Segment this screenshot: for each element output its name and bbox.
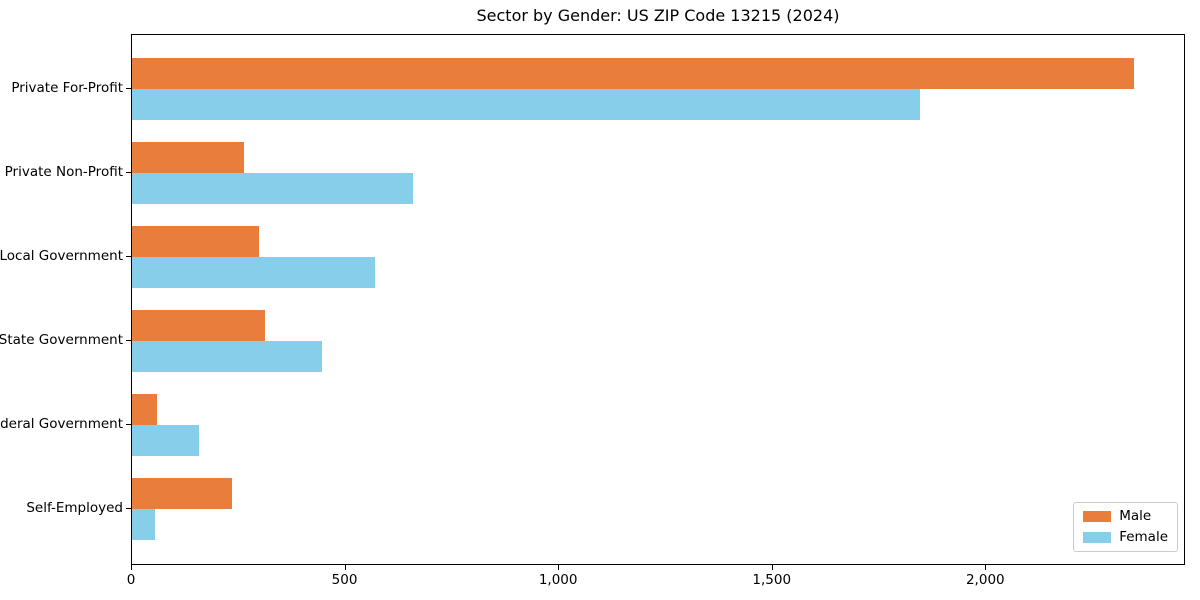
x-tick-label: 500	[331, 572, 358, 588]
y-tick-mark	[126, 88, 131, 90]
bar-male-private-for-profit	[132, 58, 1134, 89]
bar-male-private-non-profit	[132, 142, 244, 173]
x-tick-label: 1,500	[752, 572, 792, 588]
y-axis-label-local-government: Local Government	[0, 248, 123, 264]
plot-area: Male Female	[131, 34, 1185, 565]
legend-item-female: Female	[1083, 530, 1168, 545]
bar-female-state-government	[132, 341, 322, 372]
bar-female-federal-government	[132, 425, 200, 456]
chart-title: Sector by Gender: US ZIP Code 13215 (202…	[476, 6, 840, 25]
y-axis-label-state-government: State Government	[0, 332, 123, 348]
y-tick-mark	[126, 508, 131, 510]
y-tick-mark	[126, 256, 131, 258]
bar-male-federal-government	[132, 394, 158, 425]
legend-item-male: Male	[1083, 509, 1168, 524]
legend-label-female: Female	[1119, 529, 1168, 545]
bar-male-state-government	[132, 310, 266, 341]
y-axis-label-private-non-profit: Private Non-Profit	[4, 164, 123, 180]
bar-male-self-employed	[132, 478, 233, 509]
x-tick-mark	[771, 565, 773, 570]
bar-male-local-government	[132, 226, 260, 257]
bar-female-local-government	[132, 257, 375, 288]
bar-female-private-non-profit	[132, 173, 413, 204]
bar-female-private-for-profit	[132, 89, 921, 120]
legend-swatch-male	[1083, 511, 1112, 522]
legend-label-male: Male	[1119, 508, 1152, 524]
y-axis-label-self-employed: Self-Employed	[26, 500, 123, 516]
bar-female-self-employed	[132, 509, 156, 540]
y-axis-label-private-for-profit: Private For-Profit	[11, 80, 123, 96]
y-tick-mark	[126, 172, 131, 174]
x-tick-mark	[131, 565, 133, 570]
x-tick-mark	[558, 565, 560, 570]
x-tick-mark	[985, 565, 987, 570]
legend-swatch-female	[1083, 532, 1112, 543]
y-tick-mark	[126, 424, 131, 426]
y-axis-label-federal-government: Federal Government	[0, 416, 123, 432]
x-tick-label: 2,000	[965, 572, 1005, 588]
legend: Male Female	[1073, 502, 1178, 552]
x-tick-label: 1,000	[538, 572, 578, 588]
x-tick-mark	[344, 565, 346, 570]
y-tick-mark	[126, 340, 131, 342]
x-tick-label: 0	[126, 572, 136, 588]
